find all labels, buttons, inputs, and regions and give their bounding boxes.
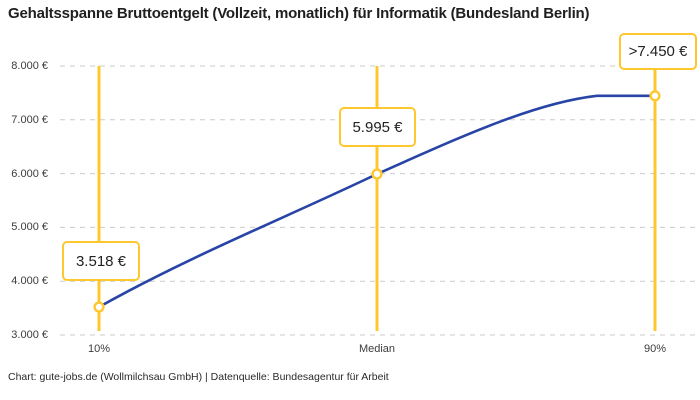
data-point-median-icon — [371, 168, 383, 180]
y-tick-4000: 4.000 € — [11, 275, 48, 287]
y-tick-7000: 7.000 € — [11, 114, 48, 126]
value-label-10pct: 3.518 € — [62, 241, 140, 281]
value-label-median: 5.995 € — [339, 107, 416, 147]
x-tick-10pct: 10% — [87, 343, 111, 355]
source-attribution: Chart: gute-jobs.de (Wollmilchsau GmbH) … — [8, 371, 389, 383]
y-tick-8000: 8.000 € — [11, 60, 48, 72]
y-tick-5000: 5.000 € — [11, 221, 48, 233]
y-tick-3000: 3.000 € — [11, 329, 48, 341]
value-label-90pct: >7.450 € — [619, 33, 697, 70]
y-tick-6000: 6.000 € — [11, 168, 48, 180]
chart-title: Gehaltsspanne Bruttoentgelt (Vollzeit, m… — [8, 5, 590, 22]
x-tick-90pct: 90% — [643, 343, 667, 355]
x-tick-median: Median — [358, 343, 396, 355]
data-point-10pct-icon — [93, 301, 105, 313]
data-point-90pct-icon — [649, 90, 661, 102]
